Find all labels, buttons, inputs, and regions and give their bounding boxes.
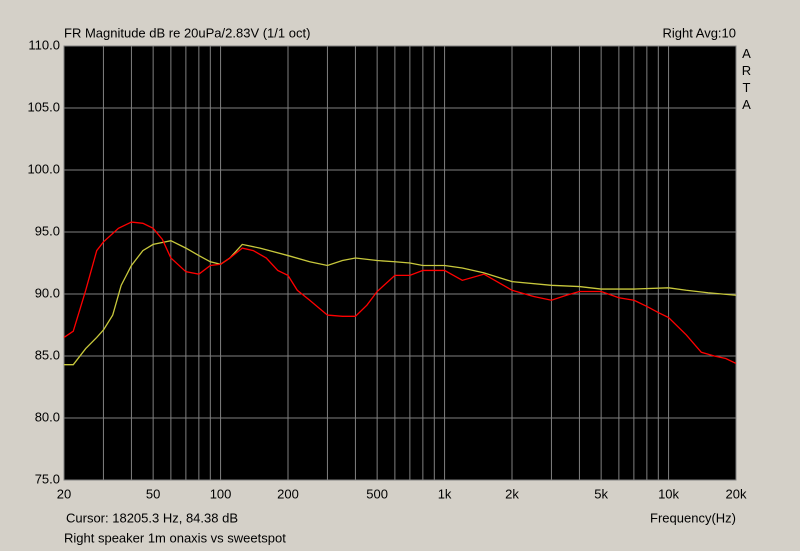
- series-line: [64, 239, 737, 366]
- cursor-readout: Cursor: 18205.3 Hz, 84.38 dB: [66, 510, 238, 525]
- y-tick-label: 110.0: [28, 37, 60, 52]
- x-tick-label: 500: [366, 486, 388, 501]
- y-tick-label: 105.0: [27, 99, 60, 114]
- x-tick-label: 100: [210, 486, 232, 501]
- brand: ARTA: [739, 46, 754, 114]
- y-tick-label: 85.0: [35, 347, 60, 362]
- y-tick-label: 80.0: [35, 409, 60, 424]
- x-tick-label: 2k: [505, 486, 519, 501]
- series-line: [63, 221, 737, 365]
- x-tick-label: 20: [57, 486, 71, 501]
- x-tick-label: 20k: [726, 486, 747, 501]
- y-tick-label: 95.0: [35, 223, 60, 238]
- x-tick-label: 1k: [438, 486, 452, 501]
- x-tick-label: 50: [146, 486, 160, 501]
- plot-border: [63, 45, 737, 481]
- x-tick-label: 10k: [658, 486, 679, 501]
- caption: Right speaker 1m onaxis vs sweetspot: [64, 530, 286, 545]
- y-tick-label: 100.0: [27, 161, 60, 176]
- x-axis-label: Frequency(Hz): [650, 510, 736, 525]
- chart-title: FR Magnitude dB re 20uPa/2.83V (1/1 oct): [64, 25, 310, 40]
- chart-subtitle: Right Avg:10: [663, 25, 736, 40]
- x-tick-label: 200: [277, 486, 299, 501]
- y-tick-label: 90.0: [35, 285, 60, 300]
- plot-area: [64, 46, 736, 480]
- y-tick-label: 75.0: [35, 471, 60, 486]
- x-tick-label: 5k: [594, 486, 608, 501]
